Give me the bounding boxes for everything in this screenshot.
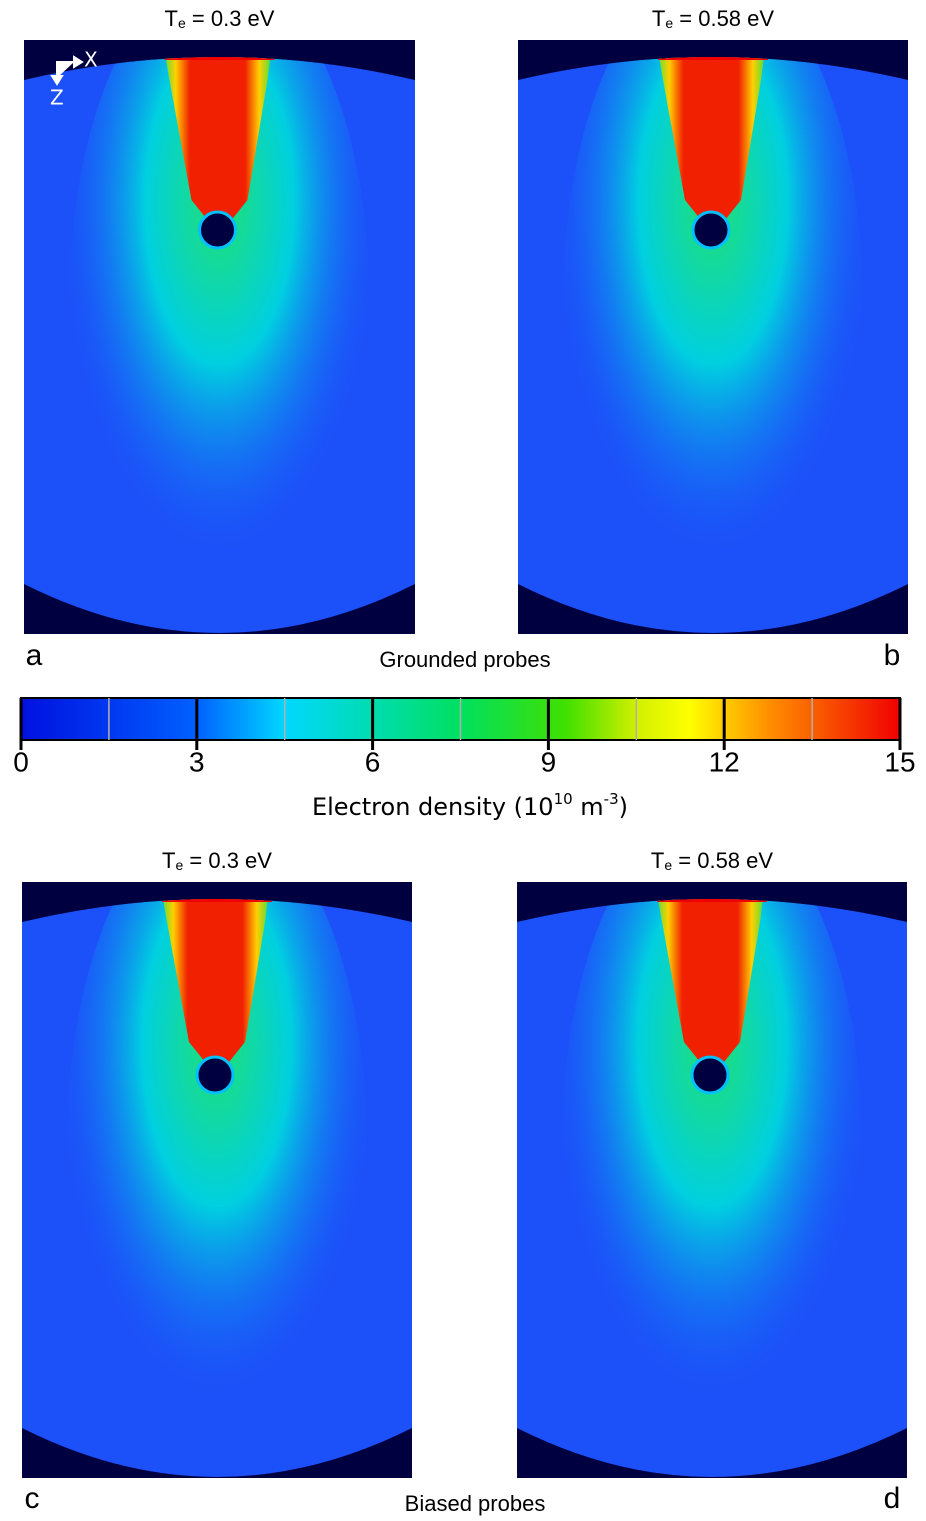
panel-title: Te = 0.58 eV xyxy=(652,6,774,31)
tick-label: 3 xyxy=(189,746,205,777)
panel-title: Te = 0.3 eV xyxy=(165,6,275,31)
tick-label: 9 xyxy=(541,746,557,777)
heatmap-panel xyxy=(22,882,412,1478)
panel-label: b xyxy=(884,639,901,672)
title-subscript: e xyxy=(664,857,672,873)
probe xyxy=(195,1055,235,1095)
axis-arrows xyxy=(50,55,84,86)
label-text: ) xyxy=(619,793,628,821)
plasma xyxy=(563,57,863,630)
plasma xyxy=(562,899,862,1472)
title-symbol: T xyxy=(162,848,175,873)
tick-label: 12 xyxy=(709,746,740,777)
jet xyxy=(656,57,766,225)
jet-core xyxy=(658,57,768,60)
tick-label: 6 xyxy=(365,746,381,777)
label-sup: 10 xyxy=(554,790,573,808)
jet xyxy=(160,899,270,1067)
jet-core xyxy=(657,899,767,902)
jet xyxy=(162,57,273,225)
probe xyxy=(198,210,237,250)
axis-z: Z xyxy=(50,86,64,110)
title-subscript: e xyxy=(178,15,186,31)
title-rest: = 0.3 eV xyxy=(186,6,275,31)
title-symbol: T xyxy=(652,6,665,31)
title-symbol: T xyxy=(651,848,664,873)
jet-core xyxy=(164,57,275,60)
title-symbol: T xyxy=(165,6,178,31)
jet xyxy=(655,899,765,1067)
heatmap-panel xyxy=(24,40,415,634)
heatmap-panel xyxy=(518,40,908,634)
plasma xyxy=(69,57,370,630)
title-rest: = 0.3 eV xyxy=(183,848,272,873)
probe xyxy=(691,210,731,250)
panel-label: c xyxy=(25,1482,40,1515)
plume xyxy=(563,57,863,630)
tick-label: 15 xyxy=(884,746,915,777)
colorbar-label: Electron density (1010 m-3) xyxy=(312,790,628,822)
jet-core xyxy=(162,899,272,902)
label-text: Electron density (10 xyxy=(312,793,554,821)
panel-label: a xyxy=(26,639,43,672)
title-rest: = 0.58 eV xyxy=(673,6,774,31)
title-subscript: e xyxy=(665,15,673,31)
label-sup: -3 xyxy=(604,790,619,808)
plume xyxy=(67,899,367,1472)
label-text: m xyxy=(573,793,604,821)
panel-label: d xyxy=(884,1482,901,1515)
title-rest: = 0.58 eV xyxy=(672,848,773,873)
panel-title: Te = 0.3 eV xyxy=(162,848,272,873)
title-subscript: e xyxy=(175,857,183,873)
probe xyxy=(690,1055,730,1095)
axis-x: X xyxy=(84,48,98,72)
heatmap-panel xyxy=(517,882,907,1478)
group-caption: Biased probes xyxy=(405,1491,546,1516)
plume xyxy=(562,899,862,1472)
panel-title: Te = 0.58 eV xyxy=(651,848,773,873)
tick-label: 0 xyxy=(13,746,29,777)
group-caption: Grounded probes xyxy=(379,647,550,672)
plume xyxy=(69,57,370,630)
plasma xyxy=(67,899,367,1472)
